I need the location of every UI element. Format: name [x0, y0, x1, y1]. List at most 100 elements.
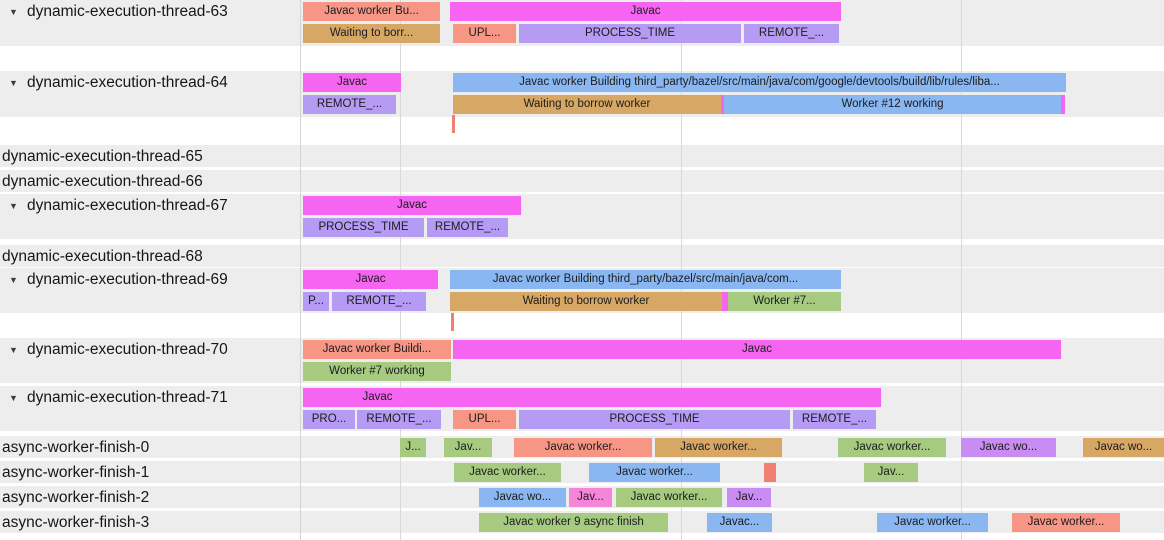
- trace-slice[interactable]: [722, 292, 728, 311]
- trace-slice[interactable]: Jav...: [727, 488, 771, 507]
- track-row-dynamic-execution-thread-63: ▼ dynamic-execution-thread-63 Javac worker…: [0, 0, 1164, 46]
- trace-slice[interactable]: REMOTE_...: [427, 218, 508, 237]
- trace-slice[interactable]: Javac worker...: [838, 438, 946, 457]
- trace-slice[interactable]: Javac worker Buildi...: [303, 340, 451, 359]
- track-label[interactable]: dynamic-execution-thread-71: [27, 388, 228, 406]
- track-label: dynamic-execution-thread-68: [2, 247, 203, 265]
- track-label: async-worker-finish-3: [2, 513, 150, 531]
- track-header[interactable]: ▼ dynamic-execution-thread-71: [0, 388, 228, 407]
- track-label: async-worker-finish-2: [2, 488, 150, 506]
- trace-slice[interactable]: Javac: [450, 2, 841, 21]
- trace-slice[interactable]: PROCESS_TIME: [519, 410, 790, 429]
- trace-slice[interactable]: Javac: [303, 388, 452, 407]
- trace-slice[interactable]: Jav...: [864, 463, 918, 482]
- panel-divider: [300, 0, 301, 540]
- trace-slice[interactable]: Jav...: [444, 438, 492, 457]
- trace-slice[interactable]: Javac worker 9 async finish: [479, 513, 668, 532]
- track-row-dynamic-execution-thread-69: ▼ dynamic-execution-thread-69 Javac Javac w…: [0, 268, 1164, 313]
- trace-slice[interactable]: Javac: [303, 73, 401, 92]
- trace-slice[interactable]: [764, 463, 776, 482]
- trace-slice[interactable]: Waiting to borrow worker: [453, 95, 721, 114]
- track-row-dynamic-execution-thread-66: dynamic-execution-thread-66: [0, 170, 1164, 192]
- flow-event-tick[interactable]: [452, 115, 455, 133]
- trace-slice[interactable]: Javac worker...: [1012, 513, 1120, 532]
- trace-slice[interactable]: UPL...: [453, 410, 516, 429]
- track-header: dynamic-execution-thread-66: [0, 172, 203, 191]
- trace-slice[interactable]: [452, 388, 881, 407]
- track-header[interactable]: ▼ dynamic-execution-thread-67: [0, 196, 228, 215]
- track-header: async-worker-finish-0: [0, 438, 149, 457]
- trace-slice[interactable]: Javac worker...: [454, 463, 561, 482]
- collapse-arrow-icon[interactable]: ▼: [9, 344, 18, 355]
- track-label[interactable]: dynamic-execution-thread-64: [27, 73, 228, 91]
- track-row-async-worker-finish-2: async-worker-finish-2 Javac wo... Jav... Ja…: [0, 486, 1164, 508]
- track-row-async-worker-finish-1: async-worker-finish-1 Javac worker... Java…: [0, 461, 1164, 483]
- track-label: dynamic-execution-thread-65: [2, 147, 203, 165]
- trace-slice[interactable]: Javac worker...: [616, 488, 722, 507]
- trace-slice[interactable]: Javac worker Building third_party/bazel/…: [450, 270, 841, 289]
- collapse-arrow-icon[interactable]: ▼: [9, 200, 18, 211]
- track-header: async-worker-finish-3: [0, 513, 149, 532]
- track-header[interactable]: ▼ dynamic-execution-thread-64: [0, 73, 228, 92]
- track-header: dynamic-execution-thread-68: [0, 247, 203, 266]
- trace-slice[interactable]: Worker #12 working: [724, 95, 1061, 114]
- trace-slice[interactable]: J...: [400, 438, 426, 457]
- track-row-dynamic-execution-thread-68: dynamic-execution-thread-68: [0, 245, 1164, 267]
- trace-slice[interactable]: P...: [303, 292, 329, 311]
- track-row-dynamic-execution-thread-70: ▼ dynamic-execution-thread-70 Javac worker…: [0, 338, 1164, 383]
- track-label[interactable]: dynamic-execution-thread-69: [27, 270, 228, 288]
- trace-slice[interactable]: Javac: [303, 196, 521, 215]
- track-row-dynamic-execution-thread-65: dynamic-execution-thread-65: [0, 145, 1164, 167]
- trace-slice[interactable]: Javac worker Building third_party/bazel/…: [453, 73, 1066, 92]
- trace-slice[interactable]: Waiting to borrow worker: [450, 292, 722, 311]
- track-header: async-worker-finish-1: [0, 463, 149, 482]
- time-gridline: [961, 0, 962, 540]
- trace-slice[interactable]: REMOTE_...: [303, 95, 396, 114]
- track-header: dynamic-execution-thread-65: [0, 147, 203, 166]
- trace-slice[interactable]: Waiting to borr...: [303, 24, 440, 43]
- track-header[interactable]: ▼ dynamic-execution-thread-63: [0, 2, 228, 21]
- trace-slice[interactable]: Javac worker...: [877, 513, 988, 532]
- trace-slice[interactable]: Javac wo...: [961, 438, 1056, 457]
- track-header[interactable]: ▼ dynamic-execution-thread-69: [0, 270, 228, 289]
- trace-slice[interactable]: Javac worker Bu...: [303, 2, 440, 21]
- track-row-dynamic-execution-thread-71: ▼ dynamic-execution-thread-71 Javac PRO... R…: [0, 386, 1164, 431]
- trace-slice[interactable]: PRO...: [303, 410, 355, 429]
- trace-slice[interactable]: Javac: [453, 340, 1061, 359]
- collapse-arrow-icon[interactable]: ▼: [9, 392, 18, 403]
- track-label: dynamic-execution-thread-66: [2, 172, 203, 190]
- track-row-async-worker-finish-3: async-worker-finish-3 Javac worker 9 asyn…: [0, 511, 1164, 533]
- trace-slice[interactable]: Javac wo...: [479, 488, 566, 507]
- collapse-arrow-icon[interactable]: ▼: [9, 274, 18, 285]
- trace-slice[interactable]: REMOTE_...: [332, 292, 426, 311]
- trace-slice[interactable]: Javac: [303, 270, 438, 289]
- trace-slice[interactable]: Javac wo...: [1083, 438, 1164, 457]
- track-label[interactable]: dynamic-execution-thread-67: [27, 196, 228, 214]
- track-label: async-worker-finish-1: [2, 463, 150, 481]
- trace-slice[interactable]: Jav...: [569, 488, 612, 507]
- trace-slice[interactable]: UPL...: [453, 24, 516, 43]
- trace-slice[interactable]: Javac...: [707, 513, 772, 532]
- collapse-arrow-icon[interactable]: ▼: [9, 77, 18, 88]
- track-label[interactable]: dynamic-execution-thread-63: [27, 2, 228, 20]
- trace-slice[interactable]: [1061, 95, 1065, 114]
- track-header: async-worker-finish-2: [0, 488, 149, 507]
- trace-slice[interactable]: Javac worker...: [589, 463, 720, 482]
- trace-slice[interactable]: Worker #7...: [728, 292, 841, 311]
- trace-slice[interactable]: PROCESS_TIME: [519, 24, 741, 43]
- trace-slice[interactable]: REMOTE_...: [793, 410, 876, 429]
- trace-slice[interactable]: PROCESS_TIME: [303, 218, 424, 237]
- trace-slice[interactable]: REMOTE_...: [744, 24, 839, 43]
- trace-slice[interactable]: REMOTE_...: [357, 410, 441, 429]
- trace-slice[interactable]: [721, 95, 724, 114]
- track-label: async-worker-finish-0: [2, 438, 150, 456]
- trace-slice[interactable]: Javac worker...: [514, 438, 652, 457]
- track-row-dynamic-execution-thread-64: ▼ dynamic-execution-thread-64 Javac Javac w…: [0, 71, 1164, 117]
- trace-slice[interactable]: Javac worker...: [655, 438, 782, 457]
- collapse-arrow-icon[interactable]: ▼: [9, 6, 18, 17]
- track-header[interactable]: ▼ dynamic-execution-thread-70: [0, 340, 228, 359]
- track-label[interactable]: dynamic-execution-thread-70: [27, 340, 228, 358]
- trace-slice[interactable]: Worker #7 working: [303, 362, 451, 381]
- flow-event-tick[interactable]: [451, 313, 454, 331]
